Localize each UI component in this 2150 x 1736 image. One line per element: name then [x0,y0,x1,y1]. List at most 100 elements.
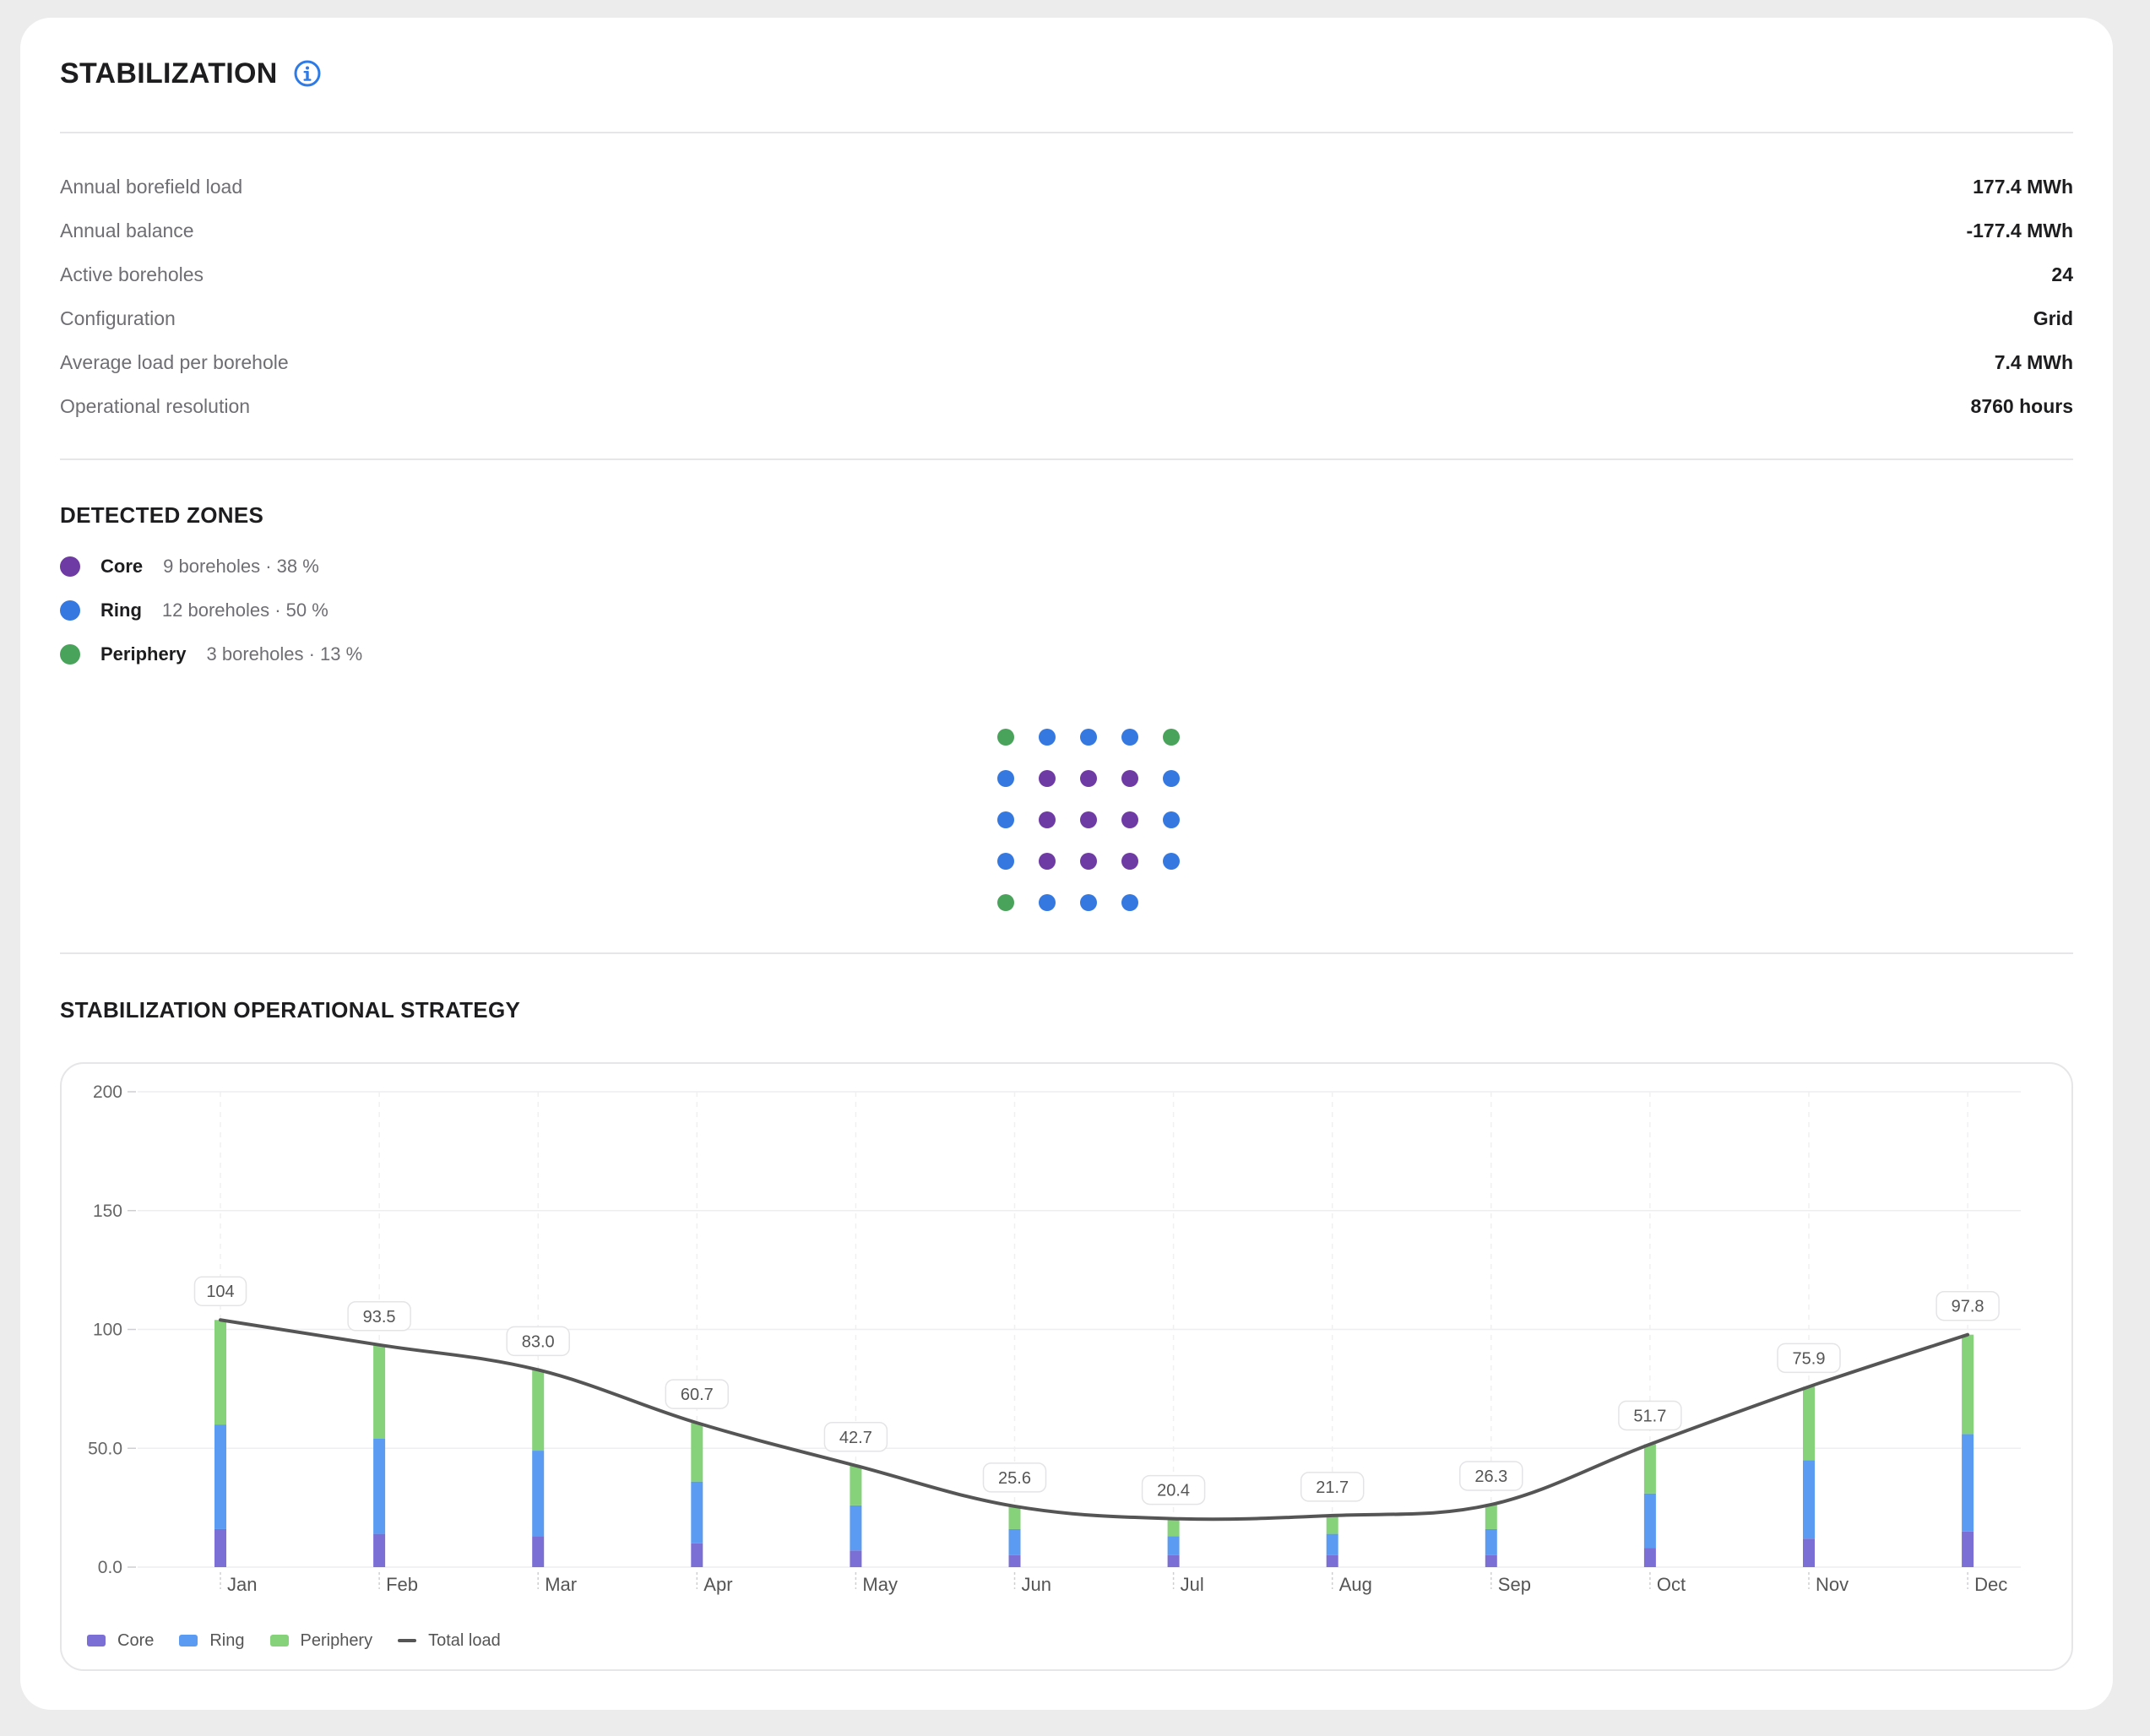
stat-row-annual-balance: Annual balance -177.4 MWh [60,214,2073,247]
data-label-text: 75.9 [1793,1349,1826,1368]
bar-periphery [1008,1505,1021,1529]
borehole-core [1080,811,1097,828]
legend-item-periphery[interactable]: Periphery [269,1631,372,1651]
x-tick-label: Apr [703,1574,732,1595]
chart-canvas: 0.0 50.0 100 150 200 Jan Feb Mar Apr May Jun Jul Aug… [88,1082,2021,1595]
x-tick-label: Mar [545,1574,577,1595]
bar-periphery [532,1370,545,1451]
bar-ring [1485,1528,1497,1555]
x-tick-label: Sep [1498,1574,1531,1595]
bar-periphery [1803,1386,1815,1461]
borehole-core [1121,811,1138,828]
bar-core [1326,1554,1338,1567]
stat-value: -177.4 MWh [1966,219,2073,241]
legend-line [398,1639,417,1642]
legend-swatch [269,1635,289,1646]
borehole-core [1121,853,1138,870]
stat-value: 177.4 MWh [1973,175,2073,198]
bar-ring [850,1505,862,1551]
periphery-dot-icon [60,644,80,665]
stat-label: Operational resolution [60,394,251,417]
bar-core [214,1528,226,1567]
stat-row-resolution: Operational resolution 8760 hours [60,389,2073,423]
borehole-ring [997,811,1014,828]
stat-row-active-boreholes: Active boreholes 24 [60,258,2073,291]
bar-ring [1962,1434,1974,1532]
zone-desc: 3 boreholes · 13 % [206,643,363,665]
data-label-text: 51.7 [1633,1407,1666,1425]
data-label: 75.9 [1777,1343,1841,1374]
data-label-box [1777,1343,1841,1374]
page-title: STABILIZATION [60,57,278,90]
data-label-box [823,1422,888,1452]
total-load-line [219,1318,1970,1522]
borehole-ring [1163,853,1180,870]
x-tick-label: Nov [1816,1574,1849,1595]
stat-label: Average load per borehole [60,350,289,373]
legend-item-core[interactable]: Core [87,1631,154,1651]
borehole-core [1039,770,1056,787]
data-label-box [1618,1400,1682,1431]
zone-desc: 9 boreholes · 38 % [163,556,319,577]
borehole-ring [997,770,1014,787]
data-label-text: 104 [206,1283,234,1301]
borehole-ring [997,853,1014,870]
data-label-box [982,1462,1047,1493]
borehole-ring [1163,770,1180,787]
borehole-grid [997,729,1180,911]
borehole-core [1080,770,1097,787]
stat-label: Annual borefield load [60,175,243,198]
legend-item-ring[interactable]: Ring [179,1630,245,1651]
bar-periphery [214,1320,226,1425]
x-tick-label: Jan [227,1574,257,1595]
bar-periphery [1326,1515,1338,1534]
zone-name: Core [100,556,144,577]
bar-core [1803,1538,1815,1567]
borehole-ring [1121,894,1138,911]
zone-legend-ring: Ring 12 boreholes · 50 % [60,595,328,626]
data-label-box [193,1276,247,1306]
stat-value: 8760 hours [1970,394,2073,417]
x-tick-label: Jul [1181,1574,1204,1595]
zones-title: DETECTED ZONES [60,502,264,528]
stat-row-average-load: Average load per borehole 7.4 MWh [60,345,2073,379]
borehole-ring [1080,729,1097,746]
stat-value: Grid [2033,307,2073,329]
bar-periphery [1962,1334,1974,1435]
borehole-core [1039,853,1056,870]
data-label-text: 93.5 [363,1308,396,1326]
data-label-box [1300,1472,1365,1502]
data-label-text: 21.7 [1316,1478,1349,1497]
bar-core [691,1543,703,1567]
zone-name: Ring [100,599,142,621]
data-label: 25.6 [982,1462,1047,1493]
bar-core [373,1533,386,1567]
data-label: 21.7 [1300,1472,1365,1502]
info-icon[interactable] [293,59,322,88]
borehole-periphery [997,729,1014,746]
zone-desc: 12 boreholes · 50 % [161,599,328,621]
bar-periphery [1643,1444,1656,1494]
bar-ring [1643,1493,1656,1549]
data-label-box [1936,1290,2000,1321]
ring-dot-icon [60,600,80,621]
y-tick-label: 200 [93,1082,122,1102]
bar-ring [1803,1460,1815,1539]
data-label-box [347,1301,411,1332]
legend-label: Total load [428,1630,501,1650]
stat-label: Annual balance [60,219,194,241]
bar-periphery [373,1344,386,1439]
data-label-text: 25.6 [998,1469,1031,1488]
bar-periphery [691,1423,703,1482]
legend-swatch [179,1635,198,1646]
y-tick-label: 50.0 [88,1439,122,1458]
borehole-ring [1163,811,1180,828]
data-label-box [1459,1461,1523,1491]
legend-label: Ring [209,1630,245,1650]
legend-item-total-load[interactable]: Total load [398,1631,501,1651]
header: STABILIZATION [60,57,322,90]
y-tick-label: 100 [93,1321,122,1340]
data-label: 51.7 [1618,1400,1682,1431]
strategy-chart: 0.0 50.0 100 150 200 Jan Feb Mar Apr May Jun Jul Aug… [60,1062,2073,1671]
borehole-periphery [997,894,1014,911]
